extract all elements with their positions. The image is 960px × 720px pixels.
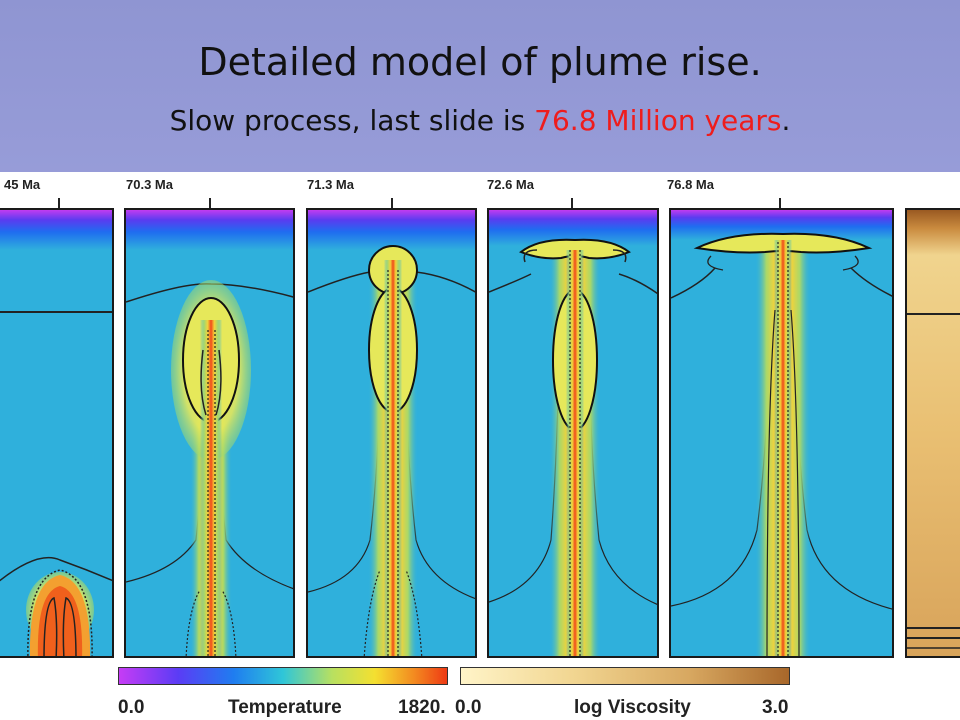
- frame-label-1: 45 Ma: [4, 177, 41, 192]
- temperature-min-label: 0.0: [118, 697, 145, 718]
- viscosity-min-label: 0.0: [455, 697, 482, 718]
- frame-tick: [58, 198, 60, 208]
- viscosity-colorbar: [460, 667, 790, 685]
- frame-label-2: 70.3 Ma: [126, 177, 173, 192]
- frame-tick: [209, 198, 211, 208]
- subtitle-prefix: Slow process, last slide is: [169, 104, 535, 137]
- frame-tick: [571, 198, 573, 208]
- subtitle-suffix: .: [781, 104, 791, 137]
- slide-header: Detailed model of plume rise. Slow proce…: [0, 0, 960, 172]
- temperature-label: Temperature: [228, 697, 342, 718]
- plume-frame-2: [124, 208, 295, 658]
- plume-frame-4: [487, 208, 659, 658]
- temperature-max-label: 1820.: [398, 697, 446, 718]
- plume-frame-3: [306, 208, 477, 658]
- plume-frame-1: [0, 208, 114, 658]
- temperature-colorbar: [118, 667, 448, 685]
- frame-label-3: 71.3 Ma: [307, 177, 354, 192]
- subtitle-highlight: 76.8 Million years: [534, 104, 782, 137]
- frame-tick: [391, 198, 393, 208]
- slide-title: Detailed model of plume rise.: [198, 40, 762, 84]
- viscosity-profile-strip: [905, 208, 960, 658]
- viscosity-max-label: 3.0: [762, 697, 789, 718]
- frame-label-5: 76.8 Ma: [667, 177, 714, 192]
- viscosity-label: log Viscosity: [574, 697, 691, 718]
- frame-tick: [779, 198, 781, 208]
- frame-label-4: 72.6 Ma: [487, 177, 534, 192]
- plume-frame-5: [669, 208, 894, 658]
- slide-subtitle: Slow process, last slide is 76.8 Million…: [0, 104, 960, 137]
